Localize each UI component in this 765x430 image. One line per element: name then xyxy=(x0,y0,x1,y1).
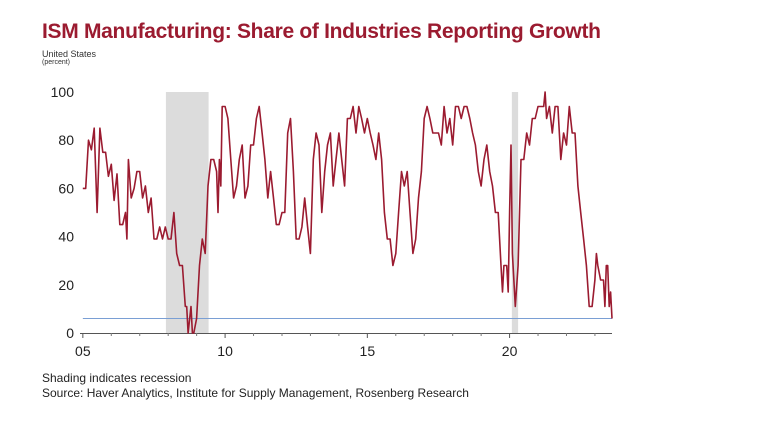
x-tick-label: 10 xyxy=(217,343,233,359)
y-tick-label: 0 xyxy=(66,325,74,341)
series-line-1 xyxy=(82,91,613,334)
x-tick-label: 15 xyxy=(360,343,376,359)
y-tick-label: 80 xyxy=(58,132,74,148)
recession-shading-group xyxy=(165,92,519,333)
y-tick-label: 20 xyxy=(58,277,74,293)
series-group xyxy=(82,91,613,334)
source-note: Source: Haver Analytics, Institute for S… xyxy=(42,386,469,400)
x-tick-label: 05 xyxy=(75,343,91,359)
chart-title: ISM Manufacturing: Share of Industries R… xyxy=(42,20,601,43)
y-tick-label: 40 xyxy=(58,229,74,245)
recession-band-1 xyxy=(165,92,209,333)
y-tick-label: 100 xyxy=(51,84,75,100)
x-tick-label: 20 xyxy=(502,343,518,359)
axes-group: 0 20 40 60 80 100 05 10 15 20 xyxy=(51,84,612,359)
subtitle-unit: (percent) xyxy=(42,59,71,66)
y-tick-label: 60 xyxy=(58,180,74,196)
recession-band-2 xyxy=(511,92,519,333)
recession-footnote: Shading indicates recession xyxy=(42,371,192,385)
subtitle-region: United States xyxy=(42,49,97,59)
